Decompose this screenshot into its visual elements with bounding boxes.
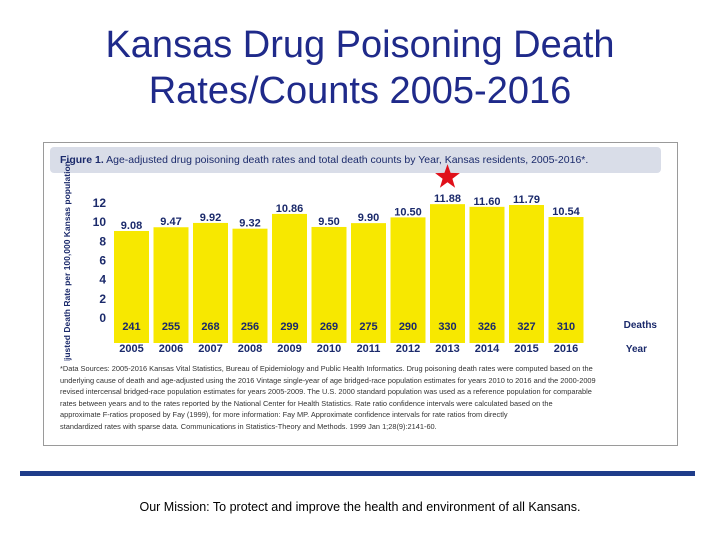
- figure-caption: Figure 1. Age-adjusted drug poisoning de…: [50, 147, 661, 173]
- bar-2015: [509, 205, 544, 343]
- figure-panel: Figure 1. Age-adjusted drug poisoning de…: [43, 142, 678, 446]
- bar-chart: 0 2 4 6 8 10 12 Age-adjusted Death Rate per 100…: [62, 161, 658, 361]
- bar-value-label: 10.54: [552, 206, 580, 218]
- x-tick-label: 2006: [159, 343, 183, 355]
- y-tick-label: 4: [99, 273, 106, 287]
- bar-value-label: 9.08: [121, 220, 142, 232]
- death-count-label: 290: [399, 321, 417, 333]
- x-tick-label: 2013: [435, 343, 459, 355]
- death-count-label: 326: [478, 321, 496, 333]
- note-line: standardized rates with sparse data. Com…: [60, 421, 437, 431]
- y-tick-label: 12: [93, 196, 107, 210]
- bar-value-label: 9.50: [318, 216, 339, 228]
- bar-2007: [193, 222, 228, 343]
- x-tick-label: 2011: [357, 343, 381, 355]
- death-count-label: 299: [280, 321, 298, 333]
- death-count-label: 255: [162, 321, 180, 333]
- x-tick-label: 2010: [317, 343, 341, 355]
- bar-2016: [548, 216, 584, 343]
- y-tick-label: 0: [99, 311, 106, 325]
- x-tick-label: 2015: [514, 343, 538, 355]
- figure-caption-label: Figure 1.: [60, 154, 104, 166]
- x-tick-label: 2007: [198, 343, 222, 355]
- bar-value-label: 11.88: [434, 193, 461, 205]
- bar-value-label: 10.50: [394, 206, 422, 218]
- y-axis-label: Age-adjusted Death Rate per 100,000 Kans…: [62, 161, 72, 361]
- note-line: approximate F-ratios proposed by Fay (19…: [60, 410, 508, 419]
- y-tick-label: 6: [99, 254, 106, 268]
- bar-value-label: 9.92: [200, 212, 221, 224]
- bar-2012: [390, 217, 426, 343]
- deaths-row-label: Deaths: [624, 320, 658, 331]
- y-tick-label: 8: [99, 234, 106, 248]
- bar-2006: [153, 227, 189, 343]
- slide-title: Kansas Drug Poisoning Death Rates/Counts…: [0, 22, 720, 114]
- data-source-notes: *Data Sources: 2005-2016 Kansas Vital St…: [60, 363, 660, 432]
- x-axis-label: Year: [626, 344, 647, 355]
- death-count-label: 275: [359, 321, 377, 333]
- bar-value-label: 10.86: [276, 203, 304, 215]
- mission-statement: Our Mission: To protect and improve the …: [139, 500, 581, 514]
- x-tick-label: 2012: [396, 343, 420, 355]
- bar-value-label: 11.60: [474, 196, 501, 208]
- bar-2010: [311, 226, 347, 343]
- death-count-label: 241: [122, 321, 140, 333]
- bar-2005: [114, 230, 149, 343]
- bar-2013: [430, 204, 465, 343]
- death-count-label: 256: [241, 321, 259, 333]
- slide-title-line-1: Kansas Drug Poisoning Death: [105, 24, 615, 66]
- x-tick-label: 2005: [119, 343, 143, 355]
- death-count-label: 310: [557, 321, 575, 333]
- bar-2011: [351, 223, 386, 343]
- bar-value-label: 11.79: [513, 194, 540, 206]
- note-line: revised intercensal bridged-race populat…: [60, 387, 592, 396]
- y-tick-label: 10: [93, 215, 107, 229]
- x-tick-label: 2016: [554, 343, 578, 355]
- note-line: rates between years and to the rates rep…: [60, 398, 553, 408]
- note-line: underlying cause of death and age-adjust…: [60, 375, 596, 385]
- bar-2014: [469, 206, 505, 343]
- highlight-star-icon: [435, 164, 460, 188]
- bar-2008: [232, 228, 268, 343]
- bar-value-label: 9.90: [358, 212, 379, 224]
- death-count-label: 327: [517, 321, 535, 333]
- bar-2009: [272, 213, 307, 343]
- bar-value-label: 9.47: [160, 216, 181, 228]
- x-tick-label: 2008: [238, 343, 262, 355]
- x-tick-label: 2009: [277, 343, 301, 355]
- slide-title-line-2: Rates/Counts 2005-2016: [148, 70, 572, 112]
- death-count-label: 269: [320, 321, 338, 333]
- y-tick-label: 2: [99, 292, 106, 306]
- x-tick-label: 2014: [475, 343, 500, 355]
- bar-value-label: 9.32: [239, 218, 260, 230]
- note-line: *Data Sources: 2005-2016 Kansas Vital St…: [60, 364, 593, 373]
- figure-caption-text: Age-adjusted drug poisoning death rates …: [106, 154, 589, 166]
- footer-divider: [20, 471, 695, 476]
- death-count-label: 330: [438, 321, 456, 333]
- death-count-label: 268: [201, 321, 219, 333]
